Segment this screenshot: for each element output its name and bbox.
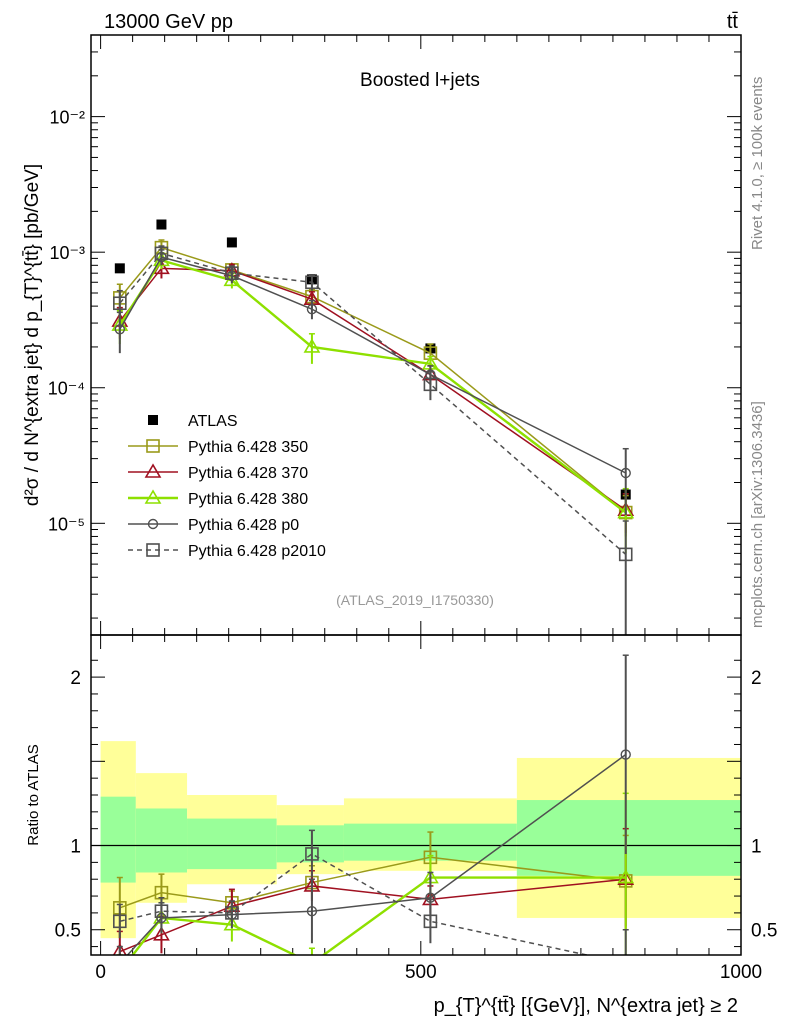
ratio-y-tick-label-right: 2 bbox=[751, 668, 762, 689]
ratio-data-point bbox=[113, 914, 127, 929]
ratio-y-tick-label-right: 1 bbox=[751, 837, 762, 858]
mcplots-label: mcplots.cern.ch [arXiv:1306.3436] bbox=[749, 401, 766, 628]
legend-marker bbox=[144, 463, 162, 478]
main-data-point bbox=[303, 338, 321, 353]
ratio-series-4 bbox=[113, 829, 632, 969]
main-data-point bbox=[154, 246, 169, 261]
ratio-data-point bbox=[311, 954, 313, 955]
legend-label: Pythia 6.428 p2010 bbox=[188, 543, 326, 560]
ratio-data-point bbox=[154, 904, 169, 919]
legend-entry: Pythia 6.428 380 bbox=[128, 489, 308, 508]
ratio-series-line bbox=[126, 753, 627, 955]
legend-entry: Pythia 6.428 p0 bbox=[128, 517, 299, 534]
main-data-point bbox=[305, 275, 319, 290]
ratio-y-tick-label-left: 0.5 bbox=[55, 921, 81, 942]
inner-uncertainty-band bbox=[187, 818, 277, 870]
ratio-data-point bbox=[223, 916, 241, 931]
legend-entry: ATLAS bbox=[148, 413, 238, 430]
main-data-point bbox=[306, 303, 318, 315]
ratio-y-tick-label-right: 0.5 bbox=[751, 921, 777, 942]
analysis-tag: (ATLAS_2019_I1750330) bbox=[336, 592, 494, 608]
main-panel: 10⁻² 10⁻³ 10⁻⁴ 10⁻⁵ Boosted l+jets (ATLAS_2… bbox=[22, 34, 742, 955]
main-data-point bbox=[618, 547, 633, 562]
main-data-point bbox=[113, 296, 127, 311]
ratio-series-line bbox=[119, 853, 591, 955]
ratio-data-point bbox=[305, 847, 319, 861]
ratio-data-point bbox=[306, 906, 318, 917]
ratio-data-point bbox=[423, 914, 438, 929]
main-series-line bbox=[119, 246, 627, 514]
ratio-data-point bbox=[113, 965, 127, 977]
main-data-point bbox=[226, 237, 237, 248]
plot-title: Boosted l+jets bbox=[360, 70, 480, 91]
ratio-panel: 0.5 0.5 1 1 2 2 0 500 1000 Ratio to ATLAS p_{T}^… bbox=[25, 634, 777, 1017]
ratio-y-tick-label-left: 1 bbox=[70, 837, 81, 858]
energy-label: 13000 GeV pp bbox=[104, 11, 233, 33]
ratio-y-tick-label-left: 2 bbox=[70, 668, 81, 689]
legend-entry: Pythia 6.428 350 bbox=[128, 439, 308, 456]
legend: ATLAS Pythia 6.428 350 Pythia 6.428 370 Pyt… bbox=[128, 413, 326, 560]
inner-uncertainty-band bbox=[135, 808, 188, 873]
ratio-data-point bbox=[617, 868, 635, 884]
main-y-tick-label: 10⁻³ bbox=[49, 243, 85, 263]
main-series-line bbox=[119, 267, 627, 511]
main-series-line bbox=[118, 258, 627, 514]
main-series-3 bbox=[111, 251, 635, 554]
x-tick-label: 0 bbox=[95, 962, 106, 983]
main-data-point bbox=[617, 503, 635, 519]
ratio-series-line bbox=[119, 878, 626, 953]
ratio-data-point bbox=[620, 749, 631, 760]
ratio-series-line bbox=[131, 876, 626, 955]
main-series-4 bbox=[114, 249, 631, 516]
main-series-5 bbox=[113, 245, 633, 635]
legend-label: ATLAS bbox=[188, 413, 238, 430]
ratio-data-point bbox=[112, 943, 127, 955]
rivet-label: Rivet 4.1.0, ≥ 100k events bbox=[749, 77, 766, 250]
main-y-tick-label: 10⁻⁴ bbox=[48, 379, 85, 399]
ratio-data-point bbox=[153, 926, 170, 941]
main-data-point bbox=[225, 266, 239, 280]
legend-marker bbox=[146, 439, 160, 453]
ratio-data-point bbox=[225, 906, 239, 920]
inner-uncertainty-band bbox=[516, 800, 741, 876]
main-y-tick-label: 10⁻² bbox=[49, 108, 85, 128]
legend-marker bbox=[144, 489, 162, 504]
inner-uncertainty-band bbox=[100, 796, 136, 883]
ratio-series-line bbox=[119, 856, 626, 909]
main-data-point bbox=[423, 377, 438, 392]
legend-entry: Pythia 6.428 p2010 bbox=[128, 543, 326, 560]
main-series-line bbox=[119, 252, 627, 555]
legend-entry: Pythia 6.428 370 bbox=[128, 463, 308, 482]
legend-marker bbox=[147, 518, 159, 530]
ratio-y-axis-label: Ratio to ATLAS bbox=[25, 744, 42, 845]
legend-label: Pythia 6.428 350 bbox=[188, 439, 308, 456]
inner-uncertainty-band bbox=[276, 825, 344, 863]
main-data-point bbox=[156, 219, 167, 230]
legend-marker bbox=[148, 415, 158, 425]
main-data-point bbox=[114, 324, 126, 335]
legend-marker bbox=[146, 543, 160, 557]
main-data-point bbox=[620, 467, 631, 479]
legend-label: Pythia 6.428 p0 bbox=[188, 517, 299, 534]
main-data-point bbox=[114, 263, 125, 274]
x-tick-label: 500 bbox=[405, 962, 437, 983]
legend-label: Pythia 6.428 370 bbox=[188, 465, 308, 482]
x-axis-label: p_{T}^{tt̄} [{GeV}], N^{extra jet} ≥ 2 bbox=[434, 995, 738, 1017]
ratio-data-point bbox=[115, 959, 124, 968]
x-tick-label: 1000 bbox=[720, 962, 762, 983]
main-y-axis-label: d²σ / d N^{extra jet} d p_{T}^{tt̄} [pb/… bbox=[22, 164, 43, 506]
main-series-line bbox=[119, 256, 627, 474]
legend-label: Pythia 6.428 380 bbox=[188, 491, 308, 508]
ratio-data-point bbox=[620, 957, 632, 969]
main-y-tick-label: 10⁻⁵ bbox=[48, 514, 85, 534]
process-label: tt̄ bbox=[727, 11, 739, 33]
